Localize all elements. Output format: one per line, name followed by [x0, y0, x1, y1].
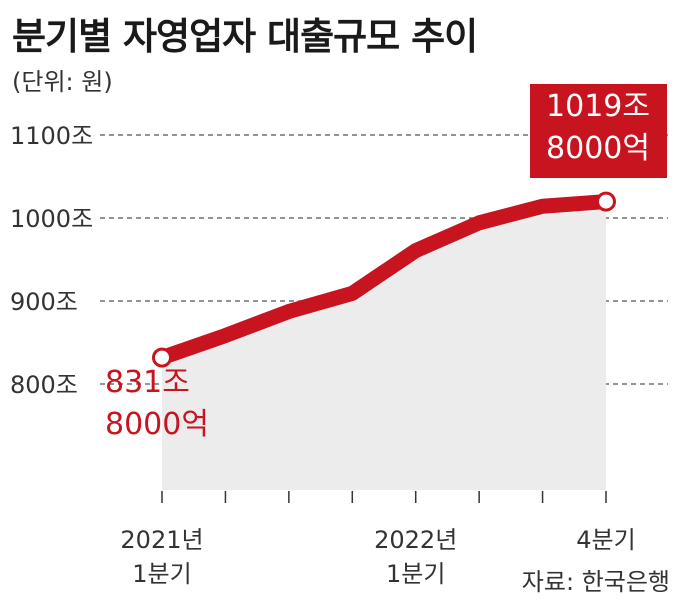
y-tick-label-800: 800조	[10, 371, 78, 399]
x-tick-label-7-0: 4분기	[576, 526, 635, 554]
data-point-0	[152, 347, 172, 368]
y-tick-label-1000: 1000조	[10, 205, 93, 233]
data-label-end-box	[530, 84, 667, 178]
x-tick-label-4-1: 1분기	[386, 560, 445, 588]
y-tick-label-1100: 1100조	[10, 122, 93, 150]
data-label-start-1: 8000억	[105, 407, 209, 442]
series-line	[154, 194, 614, 366]
data-point-7	[596, 191, 616, 212]
unit-label: (단위: 원)	[12, 68, 113, 96]
source-note: 자료: 한국은행	[521, 568, 670, 596]
x-tick-label-0-0: 2021년	[120, 526, 203, 554]
x-axis: 2021년 1분기 2022년 1분기 4분기	[120, 491, 636, 588]
data-label-end-1: 8000억	[546, 131, 650, 166]
marker-layer	[152, 191, 616, 368]
y-tick-label-900: 900조	[10, 288, 78, 316]
area-fill	[162, 201, 606, 491]
x-tick-label-0-1: 1분기	[132, 560, 191, 588]
chart-title: 분기별 자영업자 대출규모 추이	[12, 15, 478, 58]
data-label-start-0: 831조	[105, 365, 190, 400]
x-tick-label-4-0: 2022년	[374, 526, 457, 554]
annotation-layer: 831조 8000억 1019조 8000억	[105, 84, 667, 442]
data-label-end-0: 1019조	[546, 89, 650, 124]
